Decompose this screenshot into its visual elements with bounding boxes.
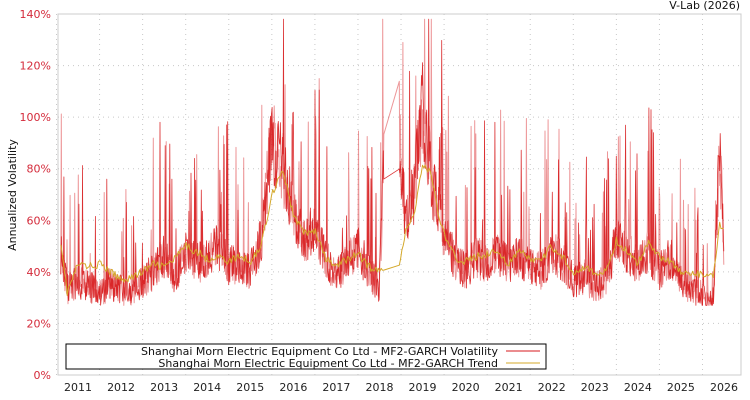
legend-box [65, 343, 547, 370]
y-axis-label: Annualized Volatility [6, 139, 19, 251]
y-tick-label: 100% [20, 111, 51, 124]
x-tick-label: 2020 [452, 381, 480, 394]
trend-line [60, 164, 724, 296]
x-tick-label: 2023 [581, 381, 609, 394]
x-tick-label: 2025 [667, 381, 695, 394]
y-tick-label: 60% [27, 214, 51, 227]
x-tick-label: 2024 [624, 381, 652, 394]
y-tick-label: 80% [27, 163, 51, 176]
y-tick-label: 120% [20, 60, 51, 73]
series-layer [60, 18, 725, 306]
y-tick-label: 0% [34, 369, 51, 382]
x-tick-label: 2017 [322, 381, 350, 394]
x-tick-label: 2014 [193, 381, 221, 394]
x-tick-label: 2011 [64, 381, 92, 394]
x-tick-label: 2012 [107, 381, 135, 394]
x-tick-label: 2016 [279, 381, 307, 394]
x-tick-label: 2013 [150, 381, 178, 394]
x-tick-label: 2018 [365, 381, 393, 394]
x-axis-ticks: 2011 2012 2013 2014 2015 2016 2017 2018 2019 2020… [64, 381, 738, 394]
x-tick-label: 2026 [710, 381, 738, 394]
x-tick-label: 2019 [409, 381, 437, 394]
y-tick-label: 40% [27, 266, 51, 279]
x-tick-label: 2015 [236, 381, 264, 394]
legend-label-trend: Shanghai Morn Electric Equipment Co Ltd … [158, 357, 498, 370]
legend-label-volatility: Shanghai Morn Electric Equipment Co Ltd … [141, 345, 498, 358]
y-tick-label: 140% [20, 8, 51, 21]
credit-text: V-Lab (2026) [669, 0, 740, 12]
legend: Shanghai Morn Electric Equipment Co Ltd … [65, 343, 547, 370]
volatility-line [60, 18, 725, 306]
x-tick-label: 2021 [495, 381, 523, 394]
y-tick-label: 20% [27, 317, 51, 330]
x-tick-label: 2022 [538, 381, 566, 394]
y-axis-ticks: 0% 20% 40% 60% 80% 100% 120% 140% [20, 8, 51, 382]
